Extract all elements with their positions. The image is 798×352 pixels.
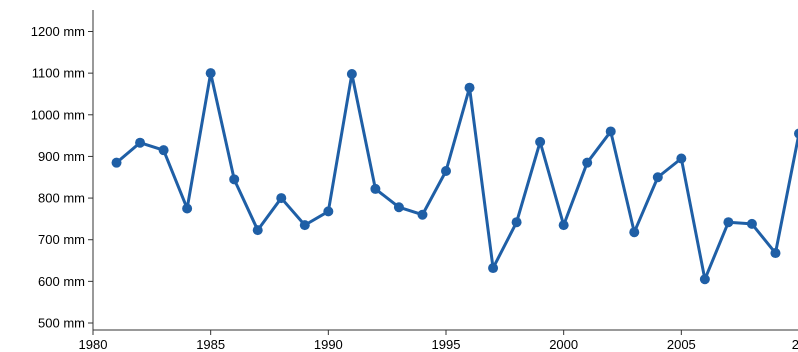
plot-series [111,68,798,285]
x-ticks: 1980 1985 1990 1995 2000 2005 20 [79,330,798,352]
data-point [535,136,546,147]
data-point [558,220,569,231]
data-point [346,68,357,79]
series-line [115,71,798,281]
x-axis: 1980 1985 1990 1995 2000 2005 20 [79,329,798,352]
data-point [441,166,451,176]
y-tick-label: 1200 mm [31,24,85,39]
data-point [723,217,734,228]
data-point [229,174,240,185]
data-point [511,217,522,228]
data-point [652,172,663,183]
data-point [182,203,193,214]
data-point [135,137,146,148]
x-tick-label: 2000 [549,337,578,352]
y-tick-label: 1000 mm [31,107,85,122]
x-tick-label: 2005 [667,337,696,352]
y-tick-label: 1100 mm [32,66,85,81]
data-point [464,82,475,93]
data-point [770,248,781,259]
data-point [676,153,687,164]
data-point [746,218,757,229]
y-axis: 500 mm 600 mm 700 mm 800 mm 900 mm 1000 mm 110… [31,10,94,331]
data-point [699,274,710,285]
y-tick-label: 600 mm [38,274,85,289]
x-tick-label: 1985 [196,337,225,352]
data-point [393,202,404,213]
x-tick-label: 1995 [432,337,461,352]
y-tick-label: 900 mm [38,149,85,164]
data-point [605,126,616,137]
data-point [299,220,310,231]
data-point [488,263,499,274]
y-tick-label: 500 mm [38,316,85,331]
data-point [158,145,169,156]
data-point [205,68,216,79]
data-point [794,128,798,139]
data-point [252,225,263,236]
x-tick-label: 1990 [314,337,343,352]
data-point [629,227,640,238]
data-point [582,157,593,168]
x-tick-label: 20 [792,337,798,352]
data-point [111,157,122,168]
data-point [370,183,381,194]
data-point [276,193,287,204]
data-point [417,209,428,220]
y-tick-label: 700 mm [38,232,85,247]
x-tick-label: 1980 [79,337,108,352]
y-ticks: 500 mm 600 mm 700 mm 800 mm 900 mm 1000 mm 110… [31,24,93,331]
y-tick-label: 800 mm [38,191,85,206]
data-point [323,206,334,217]
